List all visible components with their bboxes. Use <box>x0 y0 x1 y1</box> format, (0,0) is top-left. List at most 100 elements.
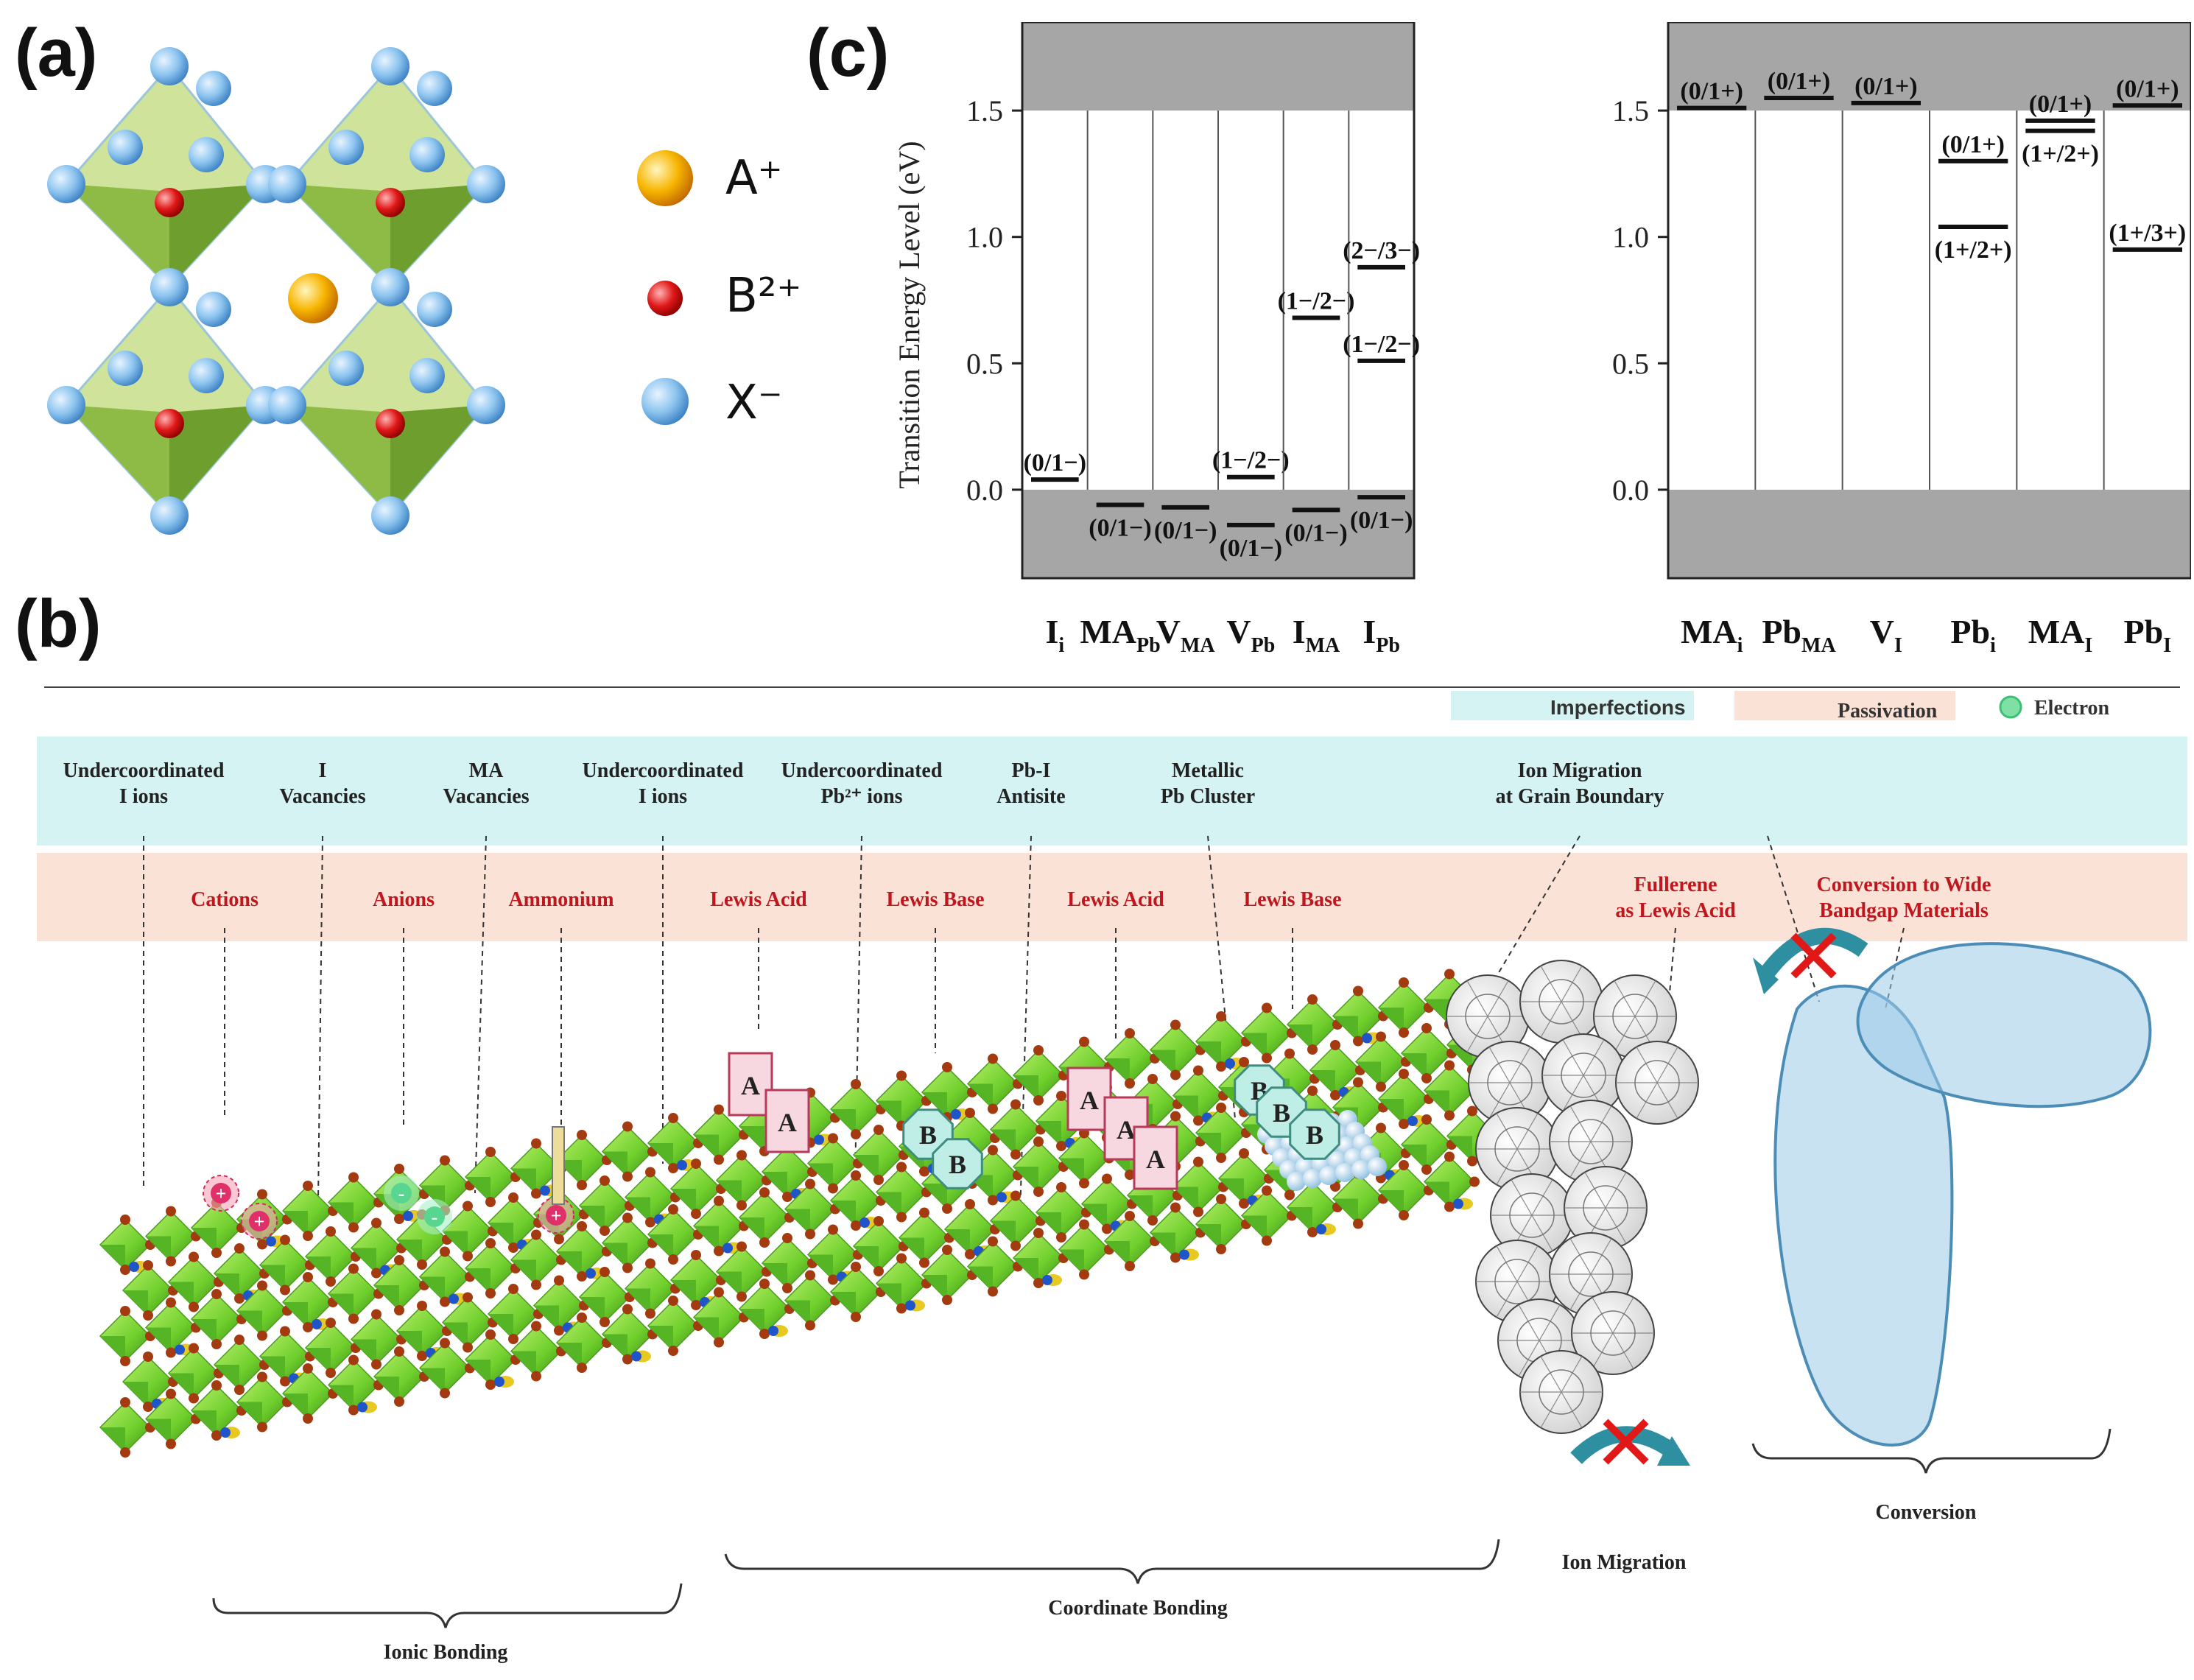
b-ion <box>376 409 405 438</box>
octahedron <box>304 1318 361 1378</box>
octahedron <box>989 1099 1046 1160</box>
valence-band <box>1668 489 2191 578</box>
y-tick-label: 0.5 <box>966 347 1003 380</box>
octahedron <box>692 1104 749 1165</box>
fullerene <box>1593 974 1677 1058</box>
transition-label: (0/1−) <box>1220 535 1282 562</box>
defect-label: PbMA <box>1762 613 1836 657</box>
legend-a-ball <box>637 150 693 206</box>
octahedron <box>669 1159 726 1219</box>
octahedron <box>578 1175 635 1236</box>
octahedron <box>99 1215 155 1275</box>
fullerene <box>1475 1107 1559 1191</box>
octahedron <box>692 1195 749 1257</box>
octahedron <box>1149 1202 1206 1263</box>
divider-line <box>44 686 2180 688</box>
lewis-acid-molecule: A <box>764 1089 810 1153</box>
octahedron <box>1400 1023 1457 1083</box>
svg-text:B: B <box>949 1150 966 1179</box>
chart-frame <box>1667 22 2191 580</box>
octahedron <box>1149 1019 1206 1080</box>
blocked-migration-bottom <box>1570 1419 1690 1466</box>
imperfection-band <box>37 737 2187 846</box>
octahedron <box>1035 1182 1091 1243</box>
octahedron <box>1058 1128 1114 1189</box>
transition-label: (0/1−) <box>1089 514 1151 541</box>
y-tick-label: 0.0 <box>966 474 1003 507</box>
imperfection-label: Undercoordinated I ions <box>63 759 225 808</box>
cation-ion: + <box>538 1197 574 1234</box>
octahedron <box>190 1289 247 1349</box>
octahedron <box>784 1270 840 1331</box>
octahedron <box>1354 1031 1411 1092</box>
octahedron <box>829 1262 886 1322</box>
octahedron <box>464 1147 521 1207</box>
octahedron <box>647 1113 703 1173</box>
y-tick-label: 1.0 <box>1612 221 1649 254</box>
octahedron <box>1423 1151 1480 1212</box>
perovskite-structure-diagram <box>47 47 693 535</box>
octahedron <box>1240 1185 1297 1246</box>
octahedron <box>761 1142 818 1202</box>
octahedron <box>1058 1219 1114 1280</box>
chart-panel-1: 0.0 0.5 1.0 1.5 (0/1+) MAi (0/1+) PbMA (0/1+) VI (… <box>1612 22 2191 657</box>
octahedron <box>418 1246 475 1307</box>
octahedron <box>373 1255 429 1315</box>
svg-text:A: A <box>1146 1145 1165 1174</box>
leader-lines <box>143 835 1905 1216</box>
transition-label: (1−/2−) <box>1278 288 1355 315</box>
octahedron <box>647 1204 703 1265</box>
imperfection-label: I Vacancies <box>279 759 365 808</box>
perovskite-lattice <box>99 969 1502 1458</box>
imperfection-label: Metallic Pb Cluster <box>1161 759 1255 808</box>
legend-electron-label: Electron <box>2034 697 2110 720</box>
defect-label: VMA <box>1156 613 1216 657</box>
legend-b-ball <box>647 281 683 316</box>
octahedron <box>852 1216 909 1276</box>
octahedron <box>852 1125 909 1185</box>
transition-label: (0/1−) <box>1024 449 1086 477</box>
octahedron <box>875 1161 932 1223</box>
octahedron <box>122 1260 178 1321</box>
imperfection-label: Pb-I Antisite <box>996 759 1065 808</box>
bracket-coordinate-bonding: Coordinate Bonding <box>1048 1597 1228 1620</box>
chart-panel-0: 0.0 0.5 1.0 1.5 Transition Energy Level (eV)… <box>893 22 1420 657</box>
octahedron <box>761 1233 818 1293</box>
octahedron <box>510 1229 566 1290</box>
octahedron <box>441 1292 498 1353</box>
svg-text:A: A <box>741 1071 760 1100</box>
fullerene <box>1615 1041 1699 1125</box>
octahedron <box>624 1258 681 1319</box>
octahedron <box>418 1155 475 1216</box>
b-ion <box>376 188 405 217</box>
octahedron <box>806 1133 863 1194</box>
svg-text:B: B <box>919 1120 937 1150</box>
panel-label-b: (b) <box>15 586 102 661</box>
octahedron <box>190 1380 247 1441</box>
defect-label: IMA <box>1293 613 1340 657</box>
octahedron <box>715 1241 772 1302</box>
svg-text:-: - <box>432 1206 438 1228</box>
transition-label: (0/1−) <box>1350 507 1413 534</box>
octahedron <box>259 1326 315 1387</box>
defect-label: MAI <box>2028 613 2093 657</box>
octahedron-top-right <box>285 64 488 289</box>
fullerene <box>1571 1291 1655 1375</box>
octahedron <box>259 1234 315 1296</box>
passivation-label: Lewis Acid <box>710 888 807 911</box>
svg-text:A: A <box>1080 1086 1099 1115</box>
defect-label: Ii <box>1045 613 1064 657</box>
legend-x-ball <box>641 378 689 425</box>
octahedron <box>715 1150 772 1211</box>
defect-label: VI <box>1870 613 1902 657</box>
octahedron <box>829 1079 886 1139</box>
octahedron <box>1400 1114 1457 1175</box>
fullerene <box>1549 1100 1633 1184</box>
octahedron <box>327 1354 384 1416</box>
octahedron <box>1377 1160 1434 1220</box>
b-ion <box>155 409 184 438</box>
svg-text:A: A <box>778 1108 797 1137</box>
octahedron <box>601 1121 658 1182</box>
octahedron <box>464 1238 521 1298</box>
transition-label: (0/1+) <box>2116 75 2179 102</box>
